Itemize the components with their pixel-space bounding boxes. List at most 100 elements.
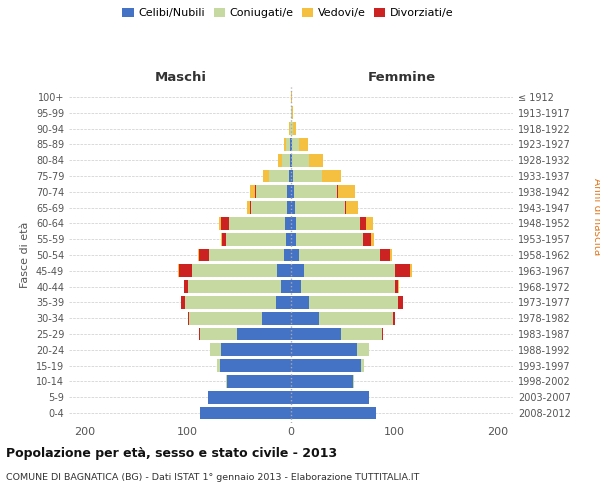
Text: Popolazione per età, sesso e stato civile - 2013: Popolazione per età, sesso e stato civil… [6,448,337,460]
Bar [287,186,291,198]
Bar [227,375,291,388]
Bar [338,186,355,198]
Bar [337,186,338,198]
Bar [398,280,400,293]
Bar [291,201,295,214]
Bar [286,232,291,245]
Bar [308,154,323,166]
Bar [277,264,291,278]
Bar [291,232,296,245]
Bar [199,248,209,262]
Bar [291,312,319,324]
Bar [371,232,374,245]
Bar [238,328,291,340]
Bar [353,375,354,388]
Bar [219,217,221,230]
Bar [291,122,293,135]
Bar [211,344,221,356]
Bar [410,264,412,278]
Text: Maschi: Maschi [155,70,206,84]
Bar [344,201,346,214]
Bar [226,232,286,245]
Bar [289,122,290,135]
Bar [199,328,200,340]
Bar [322,170,341,182]
Bar [255,186,256,198]
Bar [250,186,255,198]
Bar [346,201,358,214]
Bar [179,264,192,278]
Bar [226,375,227,388]
Bar [301,280,395,293]
Bar [208,390,291,404]
Bar [284,248,291,262]
Bar [269,170,289,182]
Bar [292,106,293,120]
Bar [263,170,269,182]
Bar [292,154,308,166]
Bar [286,138,290,151]
Bar [291,138,292,151]
Bar [220,359,291,372]
Text: Anni di nascita: Anni di nascita [592,178,600,255]
Legend: Celibi/Nubili, Coniugati/e, Vedovi/e, Divorziati/e: Celibi/Nubili, Coniugati/e, Vedovi/e, Di… [118,3,458,22]
Bar [291,359,361,372]
Bar [291,280,301,293]
Bar [250,201,251,214]
Bar [217,359,220,372]
Bar [229,217,285,230]
Bar [181,296,185,309]
Bar [222,232,226,245]
Bar [296,217,360,230]
Bar [184,280,188,293]
Bar [278,154,282,166]
Bar [291,344,357,356]
Bar [285,217,291,230]
Bar [289,170,291,182]
Bar [382,328,383,340]
Bar [390,248,392,262]
Bar [198,248,199,262]
Bar [291,406,376,420]
Bar [380,248,390,262]
Bar [291,170,293,182]
Bar [284,138,286,151]
Bar [192,264,277,278]
Bar [363,232,371,245]
Bar [188,312,189,324]
Bar [291,264,304,278]
Bar [221,232,222,245]
Bar [282,154,290,166]
Bar [291,390,370,404]
Bar [398,296,403,309]
Bar [308,296,398,309]
Bar [299,138,308,151]
Bar [319,312,393,324]
Bar [290,138,291,151]
Bar [295,201,344,214]
Bar [291,375,353,388]
Bar [294,186,337,198]
Bar [360,217,367,230]
Bar [200,406,291,420]
Bar [357,344,370,356]
Bar [291,296,308,309]
Bar [221,217,229,230]
Bar [291,90,292,104]
Bar [189,312,262,324]
Bar [293,122,296,135]
Bar [188,280,281,293]
Text: COMUNE DI BAGNATICA (BG) - Dati ISTAT 1° gennaio 2013 - Elaborazione TUTTITALIA.: COMUNE DI BAGNATICA (BG) - Dati ISTAT 1°… [6,472,419,482]
Bar [262,312,291,324]
Bar [291,217,296,230]
Bar [341,328,382,340]
Bar [200,328,238,340]
Bar [291,248,299,262]
Bar [291,328,341,340]
Bar [178,264,179,278]
Bar [185,296,275,309]
Bar [291,186,294,198]
Bar [395,280,398,293]
Bar [292,138,299,151]
Y-axis label: Fasce di età: Fasce di età [20,222,30,288]
